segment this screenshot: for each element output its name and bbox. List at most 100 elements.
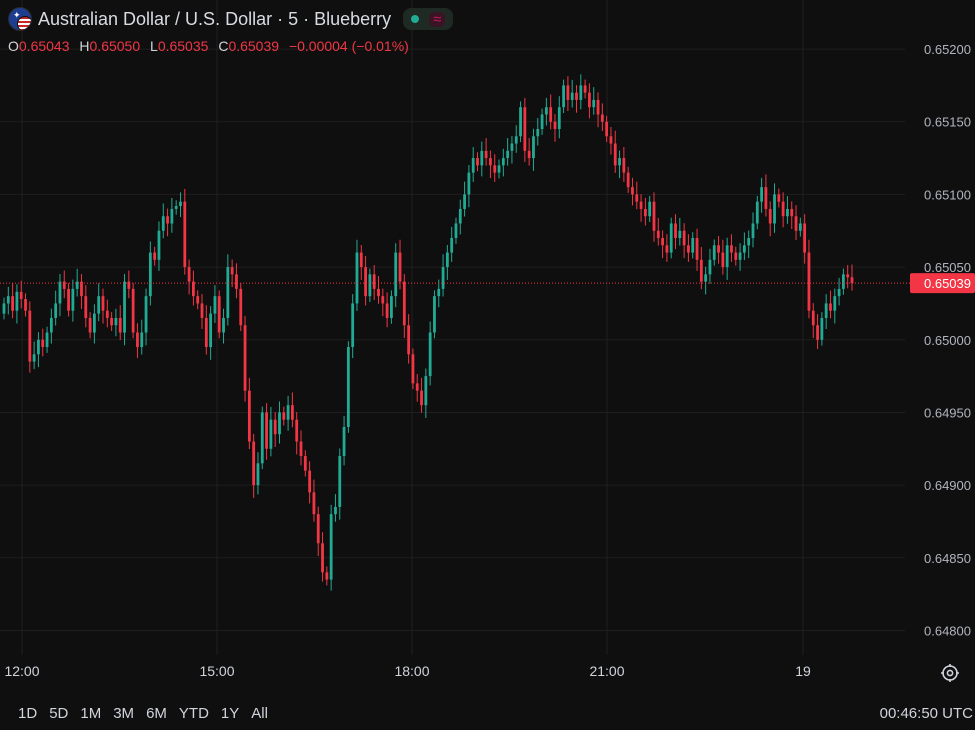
candle-body <box>665 245 669 253</box>
candle-body <box>493 165 497 173</box>
candle-body <box>346 347 350 427</box>
time-tick-label: 15:00 <box>199 663 234 679</box>
candle-body <box>643 208 647 217</box>
candle-body <box>329 514 333 580</box>
candle-body <box>841 274 845 289</box>
candle-body <box>699 259 703 282</box>
status-pill[interactable]: ≈ <box>403 8 454 30</box>
chart-grid <box>0 0 905 655</box>
candle-body <box>437 288 441 297</box>
close-label: C <box>218 38 229 54</box>
candle-body <box>385 303 389 318</box>
utc-clock[interactable]: 00:46:50 UTC <box>879 705 973 722</box>
candle-body <box>704 274 708 282</box>
range-all-button[interactable]: All <box>251 705 268 722</box>
candle-body <box>58 281 62 304</box>
candle-body <box>170 208 174 224</box>
candle-body <box>398 252 402 282</box>
candle-body <box>656 230 660 239</box>
candle-body <box>786 208 789 217</box>
candlestick-series <box>2 74 854 591</box>
candle-body <box>540 114 544 130</box>
candle-body <box>850 277 854 284</box>
symbol-title[interactable]: Australian Dollar / U.S. Dollar · 5 · Bl… <box>38 8 392 29</box>
candle-body <box>394 252 398 297</box>
candle-body <box>441 267 445 289</box>
candle-body <box>824 303 828 318</box>
candle-body <box>282 412 286 420</box>
candle-body <box>639 201 643 209</box>
price-axis[interactable]: 0.65200 0.65150 0.65100 0.65050 0.65000 0.649… <box>924 42 971 638</box>
symbol-header[interactable]: ✦ Australian Dollar / U.S. Dollar · 5 · … <box>8 6 454 32</box>
candle-body <box>527 150 531 159</box>
candle-body <box>213 296 217 314</box>
candle-body <box>600 114 604 122</box>
candle-body <box>32 354 36 362</box>
candle-body <box>54 303 58 318</box>
candle-body <box>730 245 733 253</box>
range-3m-button[interactable]: 3M <box>113 705 135 722</box>
candle-body <box>179 201 182 207</box>
candle-body <box>101 296 105 311</box>
candle-body <box>811 310 815 326</box>
candle-body <box>833 296 837 311</box>
candle-body <box>174 206 178 209</box>
candle-body <box>342 426 346 457</box>
candle-body <box>463 194 466 209</box>
candle-body <box>368 274 372 297</box>
range-selector: 1D 5D 1M 3M 6M YTD 1Y All <box>18 705 268 722</box>
price-tick-label: 0.65050 <box>924 260 971 275</box>
candle-body <box>635 194 639 202</box>
candle-body <box>196 296 200 304</box>
candle-body <box>316 514 320 544</box>
candle-body <box>669 223 673 253</box>
candle-body <box>570 92 574 100</box>
candle-body <box>755 201 759 224</box>
candle-body <box>256 463 260 486</box>
range-1d-button[interactable]: 1D <box>18 705 38 722</box>
candle-body <box>24 299 27 311</box>
candle-body <box>136 332 139 348</box>
aud-usd-flag-icon: ✦ <box>8 7 32 31</box>
range-1y-button[interactable]: 1Y <box>220 705 240 722</box>
last-price-line: 0.65039 <box>0 273 975 294</box>
price-tick-label: 0.64900 <box>924 478 971 493</box>
candle-body <box>200 303 204 318</box>
candle-body <box>209 313 213 348</box>
candle-body <box>204 317 208 348</box>
candle-body <box>691 238 695 253</box>
candle-body <box>695 238 699 260</box>
candle-body <box>157 230 161 260</box>
candle-body <box>97 296 101 314</box>
range-6m-button[interactable]: 6M <box>146 705 167 722</box>
time-axis[interactable]: 12:00 15:00 18:00 21:00 19 <box>4 663 811 679</box>
range-5d-button[interactable]: 5D <box>49 705 69 722</box>
candle-body <box>467 172 471 195</box>
candle-body <box>579 85 583 100</box>
range-1m-button[interactable]: 1M <box>80 705 102 722</box>
candle-body <box>734 252 738 260</box>
wave-icon: ≈ <box>429 11 446 27</box>
candle-body <box>519 107 522 137</box>
close-value: 0.65039 <box>228 38 280 54</box>
range-ytd-button[interactable]: YTD <box>178 705 209 722</box>
candle-body <box>415 383 419 391</box>
candle-body <box>407 325 411 355</box>
candle-body <box>131 288 135 333</box>
candle-body <box>372 274 376 289</box>
candle-body <box>308 470 312 493</box>
candle-body <box>794 216 798 231</box>
change-value: −0.00004 (−0.01%) <box>288 38 409 54</box>
candle-body <box>742 245 746 253</box>
candle-body <box>846 274 850 278</box>
candle-body <box>725 245 729 268</box>
high-value: 0.65050 <box>89 38 141 54</box>
candle-body <box>278 412 281 435</box>
candle-body <box>536 129 540 137</box>
candle-body <box>183 201 187 268</box>
candle-body <box>480 150 484 166</box>
candle-body <box>609 136 613 144</box>
settings-icon[interactable] <box>939 662 961 684</box>
candle-body <box>299 441 303 457</box>
